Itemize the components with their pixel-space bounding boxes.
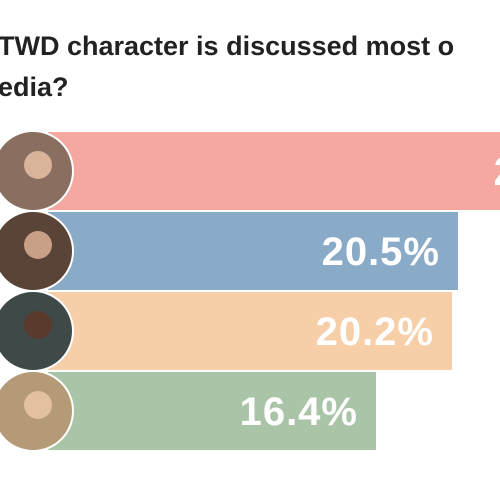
chart-title: edia? [0,72,69,102]
bar [48,292,452,370]
value-label: 29.1% [494,150,500,194]
chart-title: TWD character is discussed most o [0,31,454,61]
bars: 29.1% 20.5% 20.2% 16.4% [0,130,500,452]
avatar-face [24,231,52,259]
bar [48,132,500,210]
avatar-face [24,391,52,419]
avatar-face [24,311,52,339]
avatar-face [24,151,52,179]
bar [48,212,458,290]
value-label: 16.4% [240,390,358,434]
bar [48,372,376,450]
value-label: 20.2% [316,310,434,354]
value-label: 20.5% [322,230,440,274]
